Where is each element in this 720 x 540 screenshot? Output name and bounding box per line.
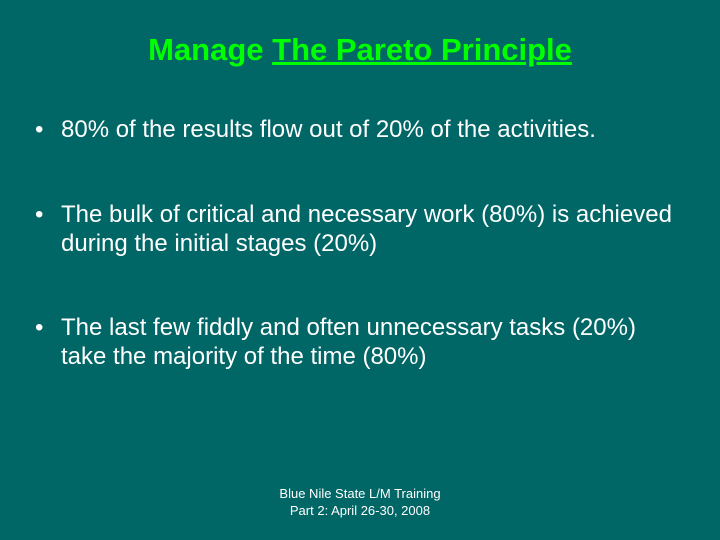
list-item: 80% of the results flow out of 20% of th… (35, 116, 680, 145)
footer-line2: Part 2: April 26-30, 2008 (0, 503, 720, 520)
list-item: The last few fiddly and often unnecessar… (35, 314, 680, 372)
list-item: The bulk of critical and necessary work … (35, 201, 680, 259)
title-prefix: Manage (148, 32, 263, 67)
title-main: The Pareto Principle (272, 32, 572, 67)
footer-line1: Blue Nile State L/M Training (0, 486, 720, 503)
slide-title: Manage The Pareto Principle (0, 0, 720, 68)
bullet-list: 80% of the results flow out of 20% of th… (0, 116, 720, 372)
slide-footer: Blue Nile State L/M Training Part 2: Apr… (0, 486, 720, 520)
